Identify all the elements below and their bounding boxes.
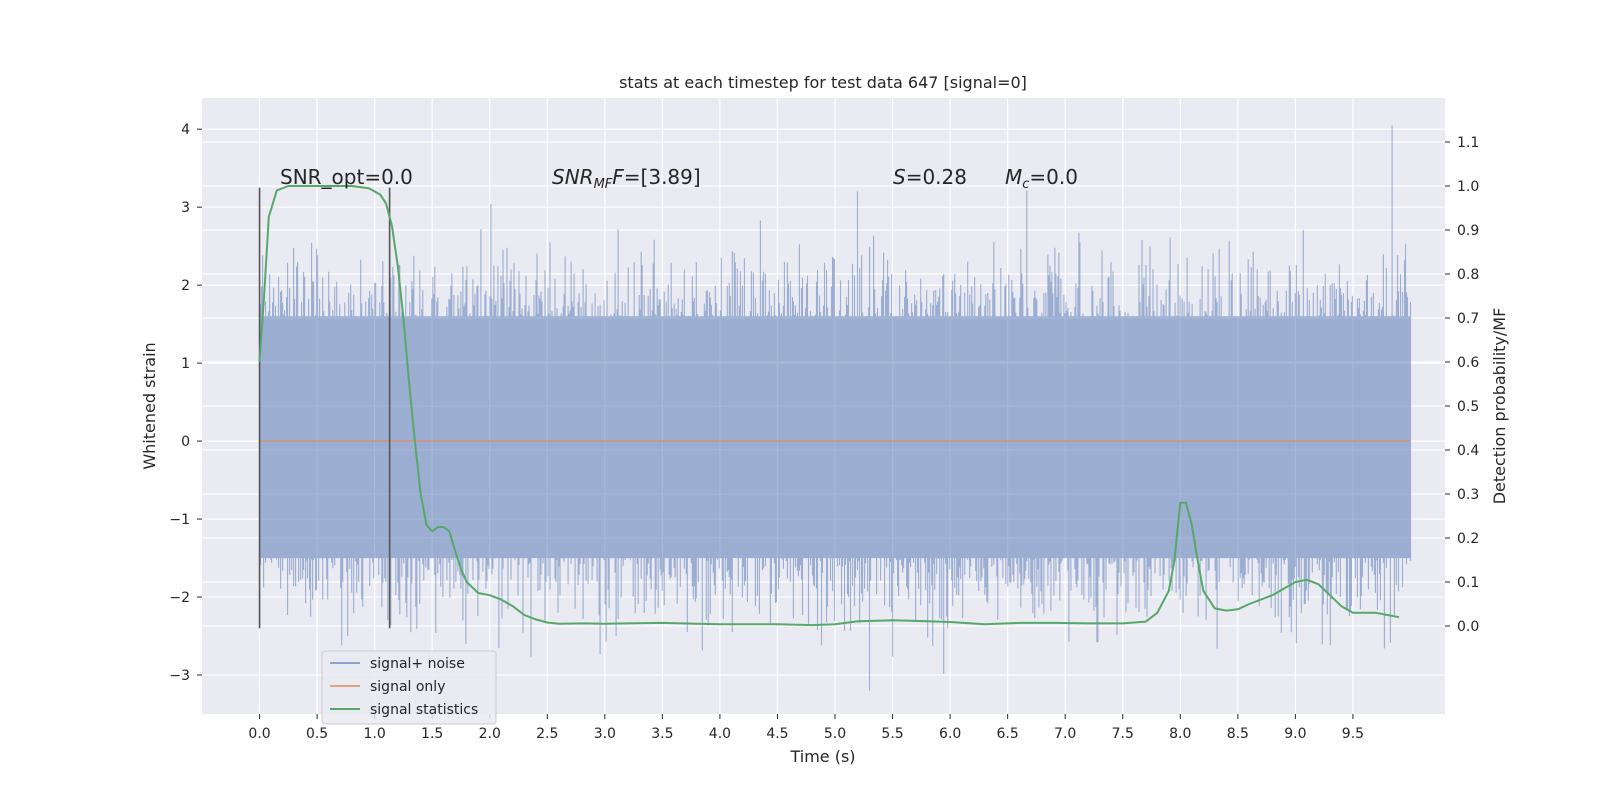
x-tick-label: 1.0 [364,726,386,742]
y-right-tick-label: 0.3 [1457,487,1479,503]
x-tick-label: 4.0 [709,726,731,742]
x-tick-label: 0.5 [306,726,328,742]
y-tick-label: −1 [169,512,190,528]
signal-statistics-line [258,185,1400,627]
snr-mf-main: SNR [552,165,594,189]
y-tick-label: 4 [181,122,190,138]
y-right-tick-label: 0.0 [1457,619,1479,635]
s-value: =0.28 [906,165,967,189]
signal-statistics-layer [258,185,1400,627]
y-axis-right-label: Detection probability/MF [1490,308,1509,505]
x-tick-label: 5.5 [881,726,903,742]
legend-label-noise: signal+ noise [370,656,465,672]
y-right-tick-label: 0.1 [1457,575,1479,591]
y-right-tick-label: 0.5 [1457,399,1479,415]
mc-value: =0.0 [1029,165,1078,189]
mc-main: M [1005,165,1022,189]
y-right-tick-label: 0.4 [1457,443,1479,459]
x-tick-label: 8.0 [1169,726,1191,742]
y-tick-label: 2 [181,278,190,294]
x-tick-label: 5.0 [824,726,846,742]
mc-annotation: Mc=0.0 [1005,165,1078,192]
y-right-tick-label: 1.1 [1457,135,1479,151]
x-tick-label: 0.0 [248,726,270,742]
snr-mf-annotation: SNRMFF=[3.89] [552,165,701,192]
x-tick-label: 3.0 [594,726,616,742]
s-annotation: S=0.28 [893,165,967,189]
y-tick-label: 0 [181,434,190,450]
vertical-markers [258,187,391,629]
x-axis-label: Time (s) [789,747,855,766]
x-tick-label: 7.0 [1054,726,1076,742]
x-tick-label: 1.5 [421,726,443,742]
x-tick-label: 3.5 [651,726,673,742]
snr-opt-annotation: SNR_opt=0.0 [280,165,413,189]
y-axis-label: Whitened strain [140,342,159,469]
legend: signal+ noise signal only signal statist… [321,650,497,725]
y-right-tick-label: 0.8 [1457,267,1479,283]
y-tick-label: −2 [169,590,190,606]
s-main: S [893,165,906,189]
x-tick-label: 8.5 [1227,726,1249,742]
x-tick-label: 7.5 [1112,726,1134,742]
legend-label-signal-only: signal only [370,679,445,695]
mc-subscript: c [1022,177,1029,192]
snr-mf-value: =[3.89] [624,165,701,189]
snr-mf-f: F [612,165,624,189]
x-tick-label: 2.0 [479,726,501,742]
y-right-tick-label: 0.2 [1457,531,1479,547]
x-tick-label: 4.5 [766,726,788,742]
legend-box [321,650,497,725]
chart-title: stats at each timestep for test data 647… [619,73,1027,92]
x-tick-label: 9.0 [1284,726,1306,742]
y-tick-label: 3 [181,200,190,216]
snr-mf-subscript: MF [594,177,613,192]
x-tick-label: 2.5 [536,726,558,742]
legend-label-statistics: signal statistics [370,702,478,718]
y-right-tick-label: 0.7 [1457,311,1479,327]
y-tick-label: −3 [169,668,190,684]
x-tick-label: 9.5 [1342,726,1364,742]
tick-labels: 0.0 0.5 1.0 1.5 2.0 2.5 3.0 3.5 4.0 4.5 5.0 5.5 6.0 6… [169,122,1479,742]
y-right-tick-label: 1.0 [1457,179,1479,195]
y-right-tick-label: 0.9 [1457,223,1479,239]
x-tick-label: 6.5 [997,726,1019,742]
y-right-tick-label: 0.6 [1457,355,1479,371]
y-tick-label: 1 [181,356,190,372]
x-tick-label: 6.0 [939,726,961,742]
